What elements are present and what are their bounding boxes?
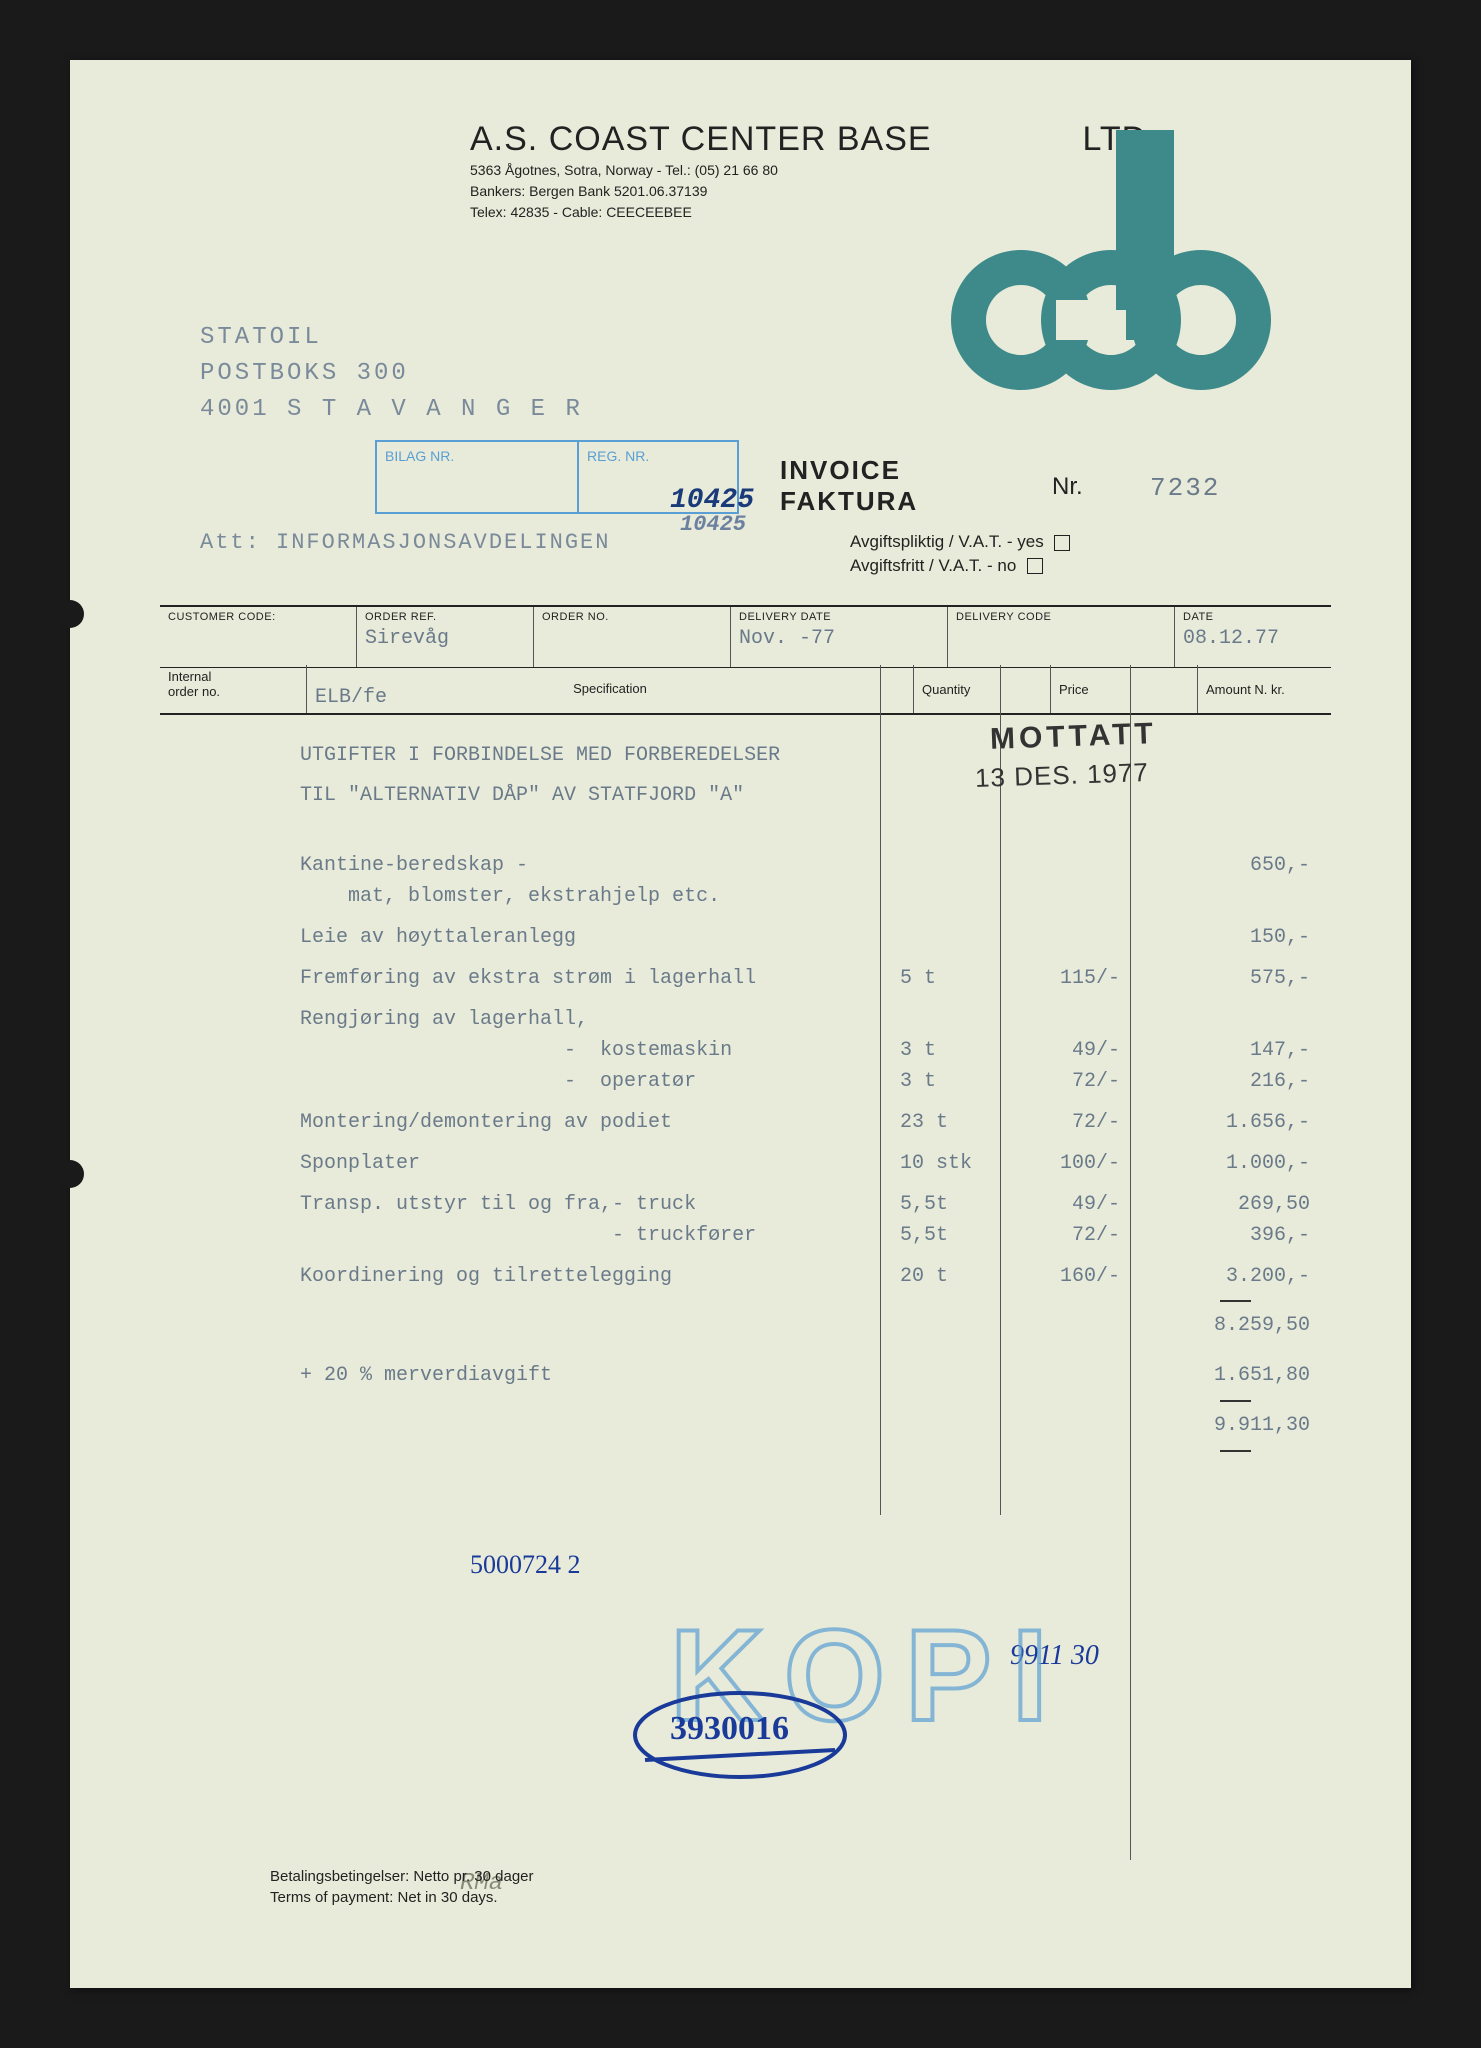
col-amount: Amount N. kr. xyxy=(1198,665,1331,713)
line-spec: Fremføring av ekstra strøm i lagerhall xyxy=(300,963,756,994)
invoice-paper: A.S. COAST CENTER BASE LTD. 5363 Ågotnes… xyxy=(70,60,1411,1988)
line-amount: 269,50 xyxy=(1150,1189,1310,1220)
line-spec: - operatør xyxy=(300,1066,696,1097)
invoice-nr-label: Nr. xyxy=(1052,473,1083,501)
line-price: 49/- xyxy=(1020,1189,1120,1220)
line-spec: Koordinering og tilrettelegging xyxy=(300,1261,672,1292)
vat-yes-label: Avgiftspliktig / V.A.T. - yes xyxy=(850,532,1044,551)
line-amount: 1.000,- xyxy=(1150,1148,1310,1179)
vat-amount: 1.651,80 xyxy=(1150,1360,1310,1391)
line-spec: Leie av høyttaleranlegg xyxy=(300,922,576,953)
header-order-ref: ORDER REF. Sirevåg xyxy=(357,607,534,667)
line-amount: 150,- xyxy=(1150,922,1310,953)
subtotal: 8.259,50 xyxy=(1150,1310,1310,1341)
col-internal: Internal order no. xyxy=(160,665,307,713)
reg-label: REG. NR. xyxy=(587,448,649,464)
circled-number: 3930016 xyxy=(670,1710,789,1748)
internal-order-value: ELB/fe xyxy=(315,686,387,709)
total-rule-top xyxy=(1220,1400,1251,1402)
payment-terms: Betalingsbetingelser: Netto pr. 30 dager… xyxy=(270,1866,534,1908)
col-spec: ELB/fe Specification xyxy=(307,665,914,713)
line-amount: 1.656,- xyxy=(1150,1107,1310,1138)
subtotal-rule xyxy=(1220,1300,1251,1302)
header-order-no: ORDER NO. xyxy=(534,607,731,667)
line-spec: Transp. utstyr til og fra,- truck xyxy=(300,1189,696,1220)
line-spec: Montering/demontering av podiet xyxy=(300,1107,672,1138)
line-amount: 147,- xyxy=(1150,1035,1310,1066)
scan-frame: A.S. COAST CENTER BASE LTD. 5363 Ågotnes… xyxy=(0,0,1481,2048)
attention-line: Att: INFORMASJONSAVDELINGEN xyxy=(200,530,610,555)
vat-no-label: Avgiftsfritt / V.A.T. - no xyxy=(850,556,1016,575)
recipient-line: STATOIL xyxy=(200,320,583,356)
line-amount: 650,- xyxy=(1150,850,1310,881)
col-price: Price xyxy=(1051,665,1198,713)
line-spec: - truckfører xyxy=(300,1220,756,1251)
intro-line-1: UTGIFTER I FORBINDELSE MED FORBEREDELSER xyxy=(300,740,780,771)
line-qty: 3 t xyxy=(900,1035,1000,1066)
line-amount: 216,- xyxy=(1150,1066,1310,1097)
terms-en: Terms of payment: Net in 30 days. xyxy=(270,1887,534,1908)
intro-line-2: TIL "ALTERNATIV DÅP" AV STATFJORD "A" xyxy=(300,780,744,811)
line-price: 72/- xyxy=(1020,1220,1120,1251)
line-spec: - kostemaskin xyxy=(300,1035,732,1066)
line-price: 72/- xyxy=(1020,1066,1120,1097)
vat-no-checkbox[interactable] xyxy=(1027,558,1043,574)
line-price: 100/- xyxy=(1020,1148,1120,1179)
bilag-handwritten-2: 10425 xyxy=(680,512,746,537)
header-table: CUSTOMER CODE: ORDER REF. Sirevåg ORDER … xyxy=(160,605,1331,668)
line-price: 49/- xyxy=(1020,1035,1120,1066)
line-qty: 5 t xyxy=(900,963,1000,994)
total-rule-bottom xyxy=(1220,1450,1251,1452)
header-delivery-code: DELIVERY CODE xyxy=(948,607,1175,667)
line-qty: 5,5t xyxy=(900,1189,1000,1220)
line-spec: mat, blomster, ekstrahjelp etc. xyxy=(300,881,720,912)
line-price: 72/- xyxy=(1020,1107,1120,1138)
vat-block: Avgiftspliktig / V.A.T. - yes Avgiftsfri… xyxy=(850,530,1070,578)
punch-hole xyxy=(56,600,84,628)
header-customer-code: CUSTOMER CODE: xyxy=(160,607,357,667)
recipient-address: STATOIL POSTBOKS 300 4001 S T A V A N G … xyxy=(200,320,583,428)
col-quantity: Quantity xyxy=(914,665,1051,713)
invoice-title: INVOICE FAKTURA xyxy=(780,455,918,517)
line-price: 115/- xyxy=(1020,963,1120,994)
bilag-label: BILAG NR. xyxy=(385,448,454,464)
recipient-line: 4001 S T A V A N G E R xyxy=(200,392,583,428)
recipient-line: POSTBOKS 300 xyxy=(200,356,583,392)
spec-header: Internal order no. ELB/fe Specification … xyxy=(160,665,1331,715)
line-spec: Kantine-beredskap - xyxy=(300,850,528,881)
line-qty: 10 stk xyxy=(900,1148,1000,1179)
total: 9.911,30 xyxy=(1150,1410,1310,1441)
line-amount: 575,- xyxy=(1150,963,1310,994)
line-amount: 3.200,- xyxy=(1150,1261,1310,1292)
terms-no: Betalingsbetingelser: Netto pr. 30 dager xyxy=(270,1866,534,1887)
vat-label: + 20 % merverdiavgift xyxy=(300,1360,552,1391)
handwritten-note-1: 5000724 2 xyxy=(470,1550,581,1580)
header-delivery-date: DELIVERY DATE Nov. -77 xyxy=(731,607,948,667)
line-qty: 3 t xyxy=(900,1066,1000,1097)
line-qty: 5,5t xyxy=(900,1220,1000,1251)
ccb-logo xyxy=(951,130,1271,390)
line-spec: Sponplater xyxy=(300,1148,420,1179)
invoice-number: 7232 xyxy=(1150,473,1220,503)
line-price: 160/- xyxy=(1020,1261,1120,1292)
punch-hole xyxy=(56,1160,84,1188)
line-qty: 23 t xyxy=(900,1107,1000,1138)
line-amount: 396,- xyxy=(1150,1220,1310,1251)
header-date: DATE 08.12.77 xyxy=(1175,607,1331,667)
line-qty: 20 t xyxy=(900,1261,1000,1292)
vat-yes-checkbox[interactable] xyxy=(1054,535,1070,551)
line-spec: Rengjøring av lagerhall, xyxy=(300,1004,588,1035)
